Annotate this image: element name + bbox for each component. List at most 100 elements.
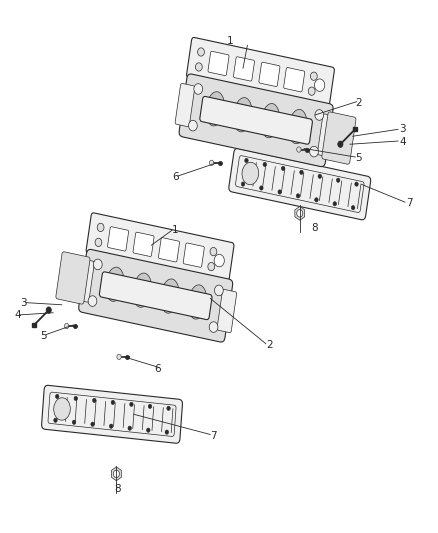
Circle shape: [130, 402, 133, 407]
FancyBboxPatch shape: [259, 62, 280, 86]
Circle shape: [194, 84, 203, 94]
Circle shape: [351, 206, 355, 210]
FancyBboxPatch shape: [86, 213, 234, 283]
Text: 7: 7: [210, 431, 217, 441]
Circle shape: [336, 178, 340, 182]
Circle shape: [297, 194, 300, 198]
FancyBboxPatch shape: [179, 74, 333, 167]
Ellipse shape: [133, 273, 152, 308]
Circle shape: [198, 48, 205, 56]
Text: 8: 8: [312, 223, 318, 233]
Circle shape: [91, 422, 94, 426]
Circle shape: [128, 426, 131, 430]
FancyBboxPatch shape: [217, 289, 237, 333]
Circle shape: [113, 470, 120, 478]
Circle shape: [314, 198, 318, 202]
Text: 6: 6: [155, 364, 161, 374]
Text: 3: 3: [399, 124, 406, 134]
FancyBboxPatch shape: [75, 259, 94, 302]
Text: 5: 5: [355, 152, 362, 163]
Ellipse shape: [54, 398, 71, 420]
Circle shape: [310, 147, 318, 157]
Circle shape: [355, 182, 358, 186]
Circle shape: [245, 158, 248, 163]
FancyBboxPatch shape: [233, 56, 254, 81]
Circle shape: [209, 160, 214, 165]
Circle shape: [318, 174, 321, 179]
Circle shape: [88, 296, 97, 306]
FancyBboxPatch shape: [183, 243, 204, 267]
Circle shape: [311, 72, 317, 80]
Ellipse shape: [206, 92, 225, 126]
Text: 4: 4: [399, 136, 406, 147]
Circle shape: [148, 404, 152, 408]
Circle shape: [241, 182, 245, 186]
FancyBboxPatch shape: [108, 227, 129, 251]
Circle shape: [260, 186, 263, 190]
Circle shape: [56, 394, 59, 399]
Circle shape: [314, 79, 325, 91]
Circle shape: [214, 254, 224, 267]
Circle shape: [297, 147, 301, 152]
FancyBboxPatch shape: [236, 156, 364, 213]
Circle shape: [308, 87, 315, 95]
Text: 3: 3: [20, 297, 27, 308]
Ellipse shape: [188, 285, 207, 319]
Text: 6: 6: [172, 172, 179, 182]
Circle shape: [297, 209, 303, 217]
Circle shape: [93, 259, 102, 270]
Circle shape: [281, 166, 285, 171]
Text: 1: 1: [226, 36, 233, 46]
FancyBboxPatch shape: [133, 232, 154, 256]
Circle shape: [72, 420, 76, 424]
Circle shape: [263, 163, 267, 167]
Circle shape: [117, 354, 121, 360]
Circle shape: [111, 400, 115, 405]
Text: 8: 8: [114, 484, 121, 494]
FancyBboxPatch shape: [322, 112, 356, 164]
Ellipse shape: [106, 267, 124, 301]
Circle shape: [74, 397, 78, 400]
Circle shape: [208, 262, 215, 271]
Circle shape: [97, 223, 104, 231]
Circle shape: [333, 201, 336, 206]
Text: 2: 2: [266, 340, 272, 350]
FancyBboxPatch shape: [318, 114, 337, 157]
Text: 5: 5: [40, 330, 46, 341]
Circle shape: [215, 285, 223, 296]
Circle shape: [95, 238, 102, 247]
Ellipse shape: [261, 103, 279, 138]
Circle shape: [315, 110, 324, 120]
Circle shape: [195, 63, 202, 71]
Ellipse shape: [233, 98, 252, 132]
FancyBboxPatch shape: [56, 252, 90, 304]
Text: 4: 4: [14, 310, 21, 320]
FancyBboxPatch shape: [200, 96, 312, 144]
Circle shape: [300, 170, 303, 174]
FancyBboxPatch shape: [48, 392, 176, 437]
Ellipse shape: [289, 109, 307, 144]
Circle shape: [209, 322, 218, 333]
Circle shape: [147, 428, 150, 432]
Circle shape: [54, 418, 57, 422]
Circle shape: [278, 190, 282, 194]
Circle shape: [92, 398, 96, 402]
Text: 2: 2: [355, 98, 362, 108]
Ellipse shape: [242, 162, 259, 184]
FancyBboxPatch shape: [42, 385, 183, 443]
Circle shape: [110, 424, 113, 429]
Circle shape: [210, 247, 217, 256]
FancyBboxPatch shape: [175, 83, 195, 127]
FancyBboxPatch shape: [79, 249, 233, 342]
FancyBboxPatch shape: [284, 68, 305, 92]
FancyBboxPatch shape: [208, 51, 229, 76]
Circle shape: [167, 406, 170, 410]
FancyBboxPatch shape: [159, 238, 180, 262]
Ellipse shape: [161, 279, 179, 313]
Circle shape: [188, 120, 197, 131]
FancyBboxPatch shape: [229, 148, 371, 220]
Circle shape: [165, 430, 169, 434]
FancyBboxPatch shape: [187, 37, 334, 108]
Text: 7: 7: [406, 198, 412, 208]
Circle shape: [64, 324, 69, 329]
